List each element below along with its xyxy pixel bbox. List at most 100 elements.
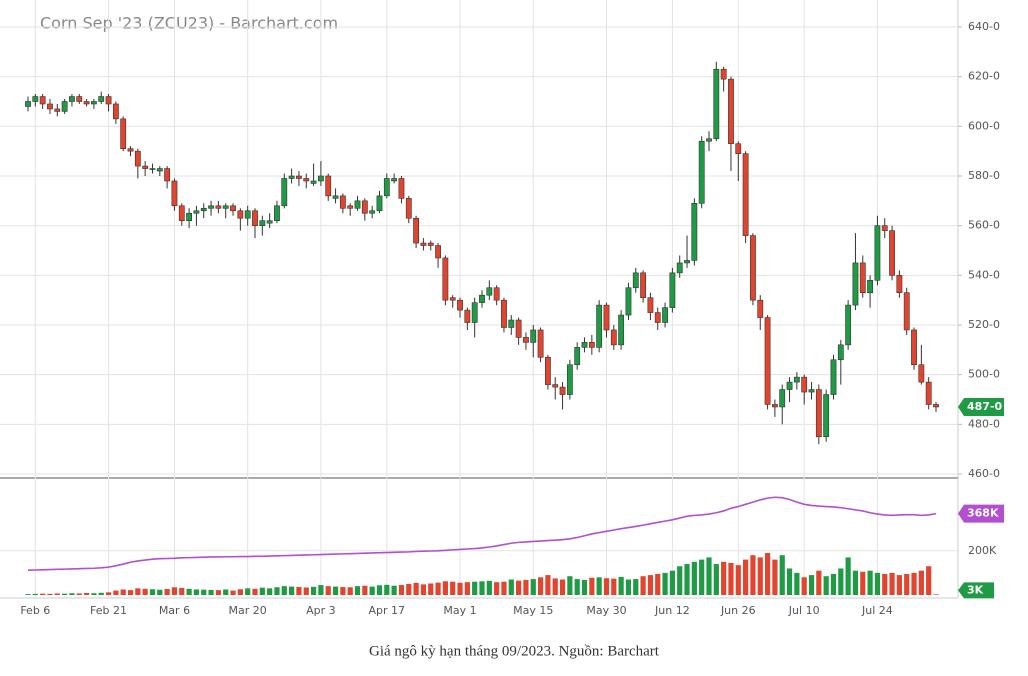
candle-body <box>588 342 595 348</box>
candle-body <box>230 205 236 212</box>
candle-body <box>881 225 888 231</box>
volume-bar <box>98 592 104 595</box>
volume-bar <box>867 570 873 595</box>
candle-body <box>244 210 251 219</box>
candle-body <box>566 364 573 395</box>
volume-bar <box>354 586 361 595</box>
candle-body <box>596 304 603 348</box>
volume-bar <box>889 572 895 595</box>
volume-bar <box>918 570 924 595</box>
volume-bar <box>669 570 675 595</box>
volume-bar <box>347 587 353 595</box>
volume-bar <box>640 576 646 595</box>
volume-bar <box>472 581 478 595</box>
volume-bar <box>772 559 778 595</box>
candle-body <box>76 96 83 102</box>
candle-body <box>852 262 859 306</box>
x-tick-label: May 30 <box>586 604 626 617</box>
volume-bar <box>362 585 368 595</box>
volume-bar <box>882 573 888 595</box>
volume-bar <box>274 587 280 595</box>
candle-body <box>193 210 200 214</box>
volume-bar <box>845 557 851 595</box>
x-tick-label: Mar 20 <box>229 604 267 617</box>
last-price-tag <box>958 397 1004 416</box>
volume-bar <box>501 581 507 595</box>
volume-bar <box>530 579 536 595</box>
volume-bar <box>662 572 668 595</box>
volume-bar <box>559 579 566 595</box>
candle-body <box>47 103 53 110</box>
candle-body <box>676 262 683 274</box>
candle-body <box>127 148 134 152</box>
volume-bar <box>537 577 544 595</box>
volume-bar <box>677 566 683 595</box>
volume-bar <box>267 588 273 595</box>
volume-bar <box>904 573 910 595</box>
volume-bar <box>413 582 419 595</box>
candle-body <box>793 376 800 383</box>
candle-body <box>208 205 214 209</box>
candle-body <box>757 299 764 318</box>
candle-body <box>83 101 90 105</box>
candle-body <box>735 143 742 154</box>
candle-body <box>376 195 383 212</box>
candle-body <box>669 272 676 308</box>
volume-bar <box>706 557 712 595</box>
volume-bar <box>428 583 434 595</box>
candle-body <box>552 384 559 388</box>
candle-body <box>142 165 149 169</box>
candle-body <box>318 175 324 182</box>
candle-body <box>889 230 895 276</box>
candle-body <box>413 217 419 244</box>
candle-body <box>449 297 456 301</box>
candle-body <box>698 140 705 204</box>
volume-bar <box>142 588 148 595</box>
volume-bar <box>303 587 309 595</box>
volume-bar <box>618 576 624 595</box>
candle-body <box>545 356 551 385</box>
volume-bar <box>735 565 741 595</box>
candle-body <box>501 299 507 328</box>
volume-bar <box>494 582 500 595</box>
candle-body <box>654 312 661 323</box>
volume-bar <box>911 572 917 595</box>
volume-bar <box>457 582 463 595</box>
volume-bar <box>589 577 595 595</box>
x-tick-label: May 1 <box>443 604 476 617</box>
candle-body <box>918 364 925 383</box>
candle-body <box>479 294 485 303</box>
volume-bar <box>47 593 53 595</box>
volume-bar <box>786 568 793 595</box>
candle-body <box>471 302 478 323</box>
candle-body <box>222 205 229 209</box>
volume-bar <box>164 589 170 595</box>
average-label: 368K <box>967 507 999 520</box>
candle-body <box>361 200 368 214</box>
volume-bar <box>171 587 178 595</box>
candle-body <box>801 376 808 393</box>
volume-bar <box>69 593 75 595</box>
volume-bar <box>318 585 324 595</box>
candle-body <box>391 178 398 182</box>
x-tick-label: Jul 10 <box>788 604 820 617</box>
candle-body <box>632 272 639 289</box>
candle-body <box>896 275 903 294</box>
volume-bar <box>83 593 90 595</box>
y-tick-label: 640-0 <box>968 20 1000 33</box>
y-tick-label: 580-0 <box>968 169 1000 182</box>
volume-label: 3K <box>967 583 984 596</box>
candle-body <box>303 178 310 182</box>
volume-bar <box>823 576 829 595</box>
volume-bar <box>699 559 705 595</box>
candle-body <box>779 389 786 408</box>
candle-body <box>354 200 361 209</box>
candle-body <box>508 319 515 328</box>
volume-bar <box>435 582 441 595</box>
volume-bar <box>728 562 734 595</box>
candle-body <box>405 198 412 219</box>
volume-bar <box>252 588 258 595</box>
candle-body <box>867 279 873 294</box>
volume-bar <box>479 581 485 595</box>
volume-bar <box>91 593 97 595</box>
